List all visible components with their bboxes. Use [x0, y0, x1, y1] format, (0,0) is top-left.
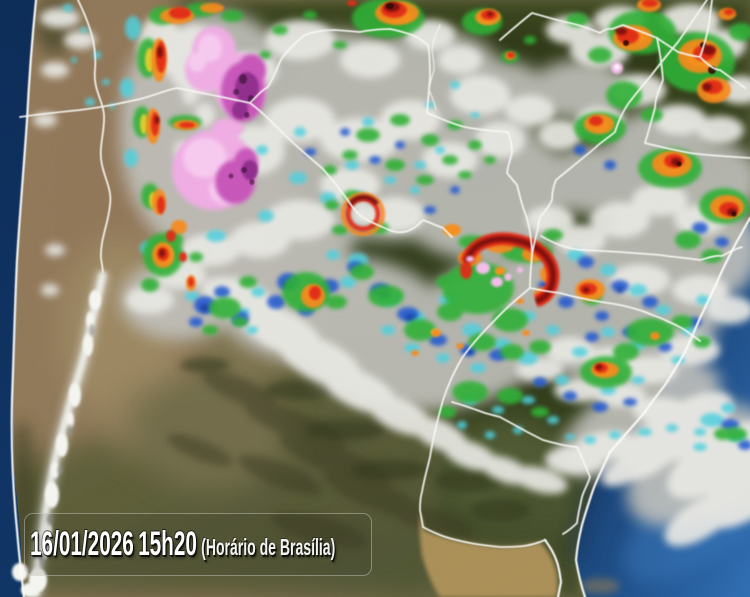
timestamp-date: 16/01/2026 [30, 525, 134, 563]
timestamp-timezone: (Horário de Brasília) [201, 534, 336, 560]
timestamp-overlay: 16/01/2026 15h20 (Horário de Brasília) [24, 513, 372, 576]
timestamp-time: 15h20 [138, 525, 197, 563]
timestamp-line: 16/01/2026 15h20 (Horário de Brasília) [30, 525, 335, 564]
